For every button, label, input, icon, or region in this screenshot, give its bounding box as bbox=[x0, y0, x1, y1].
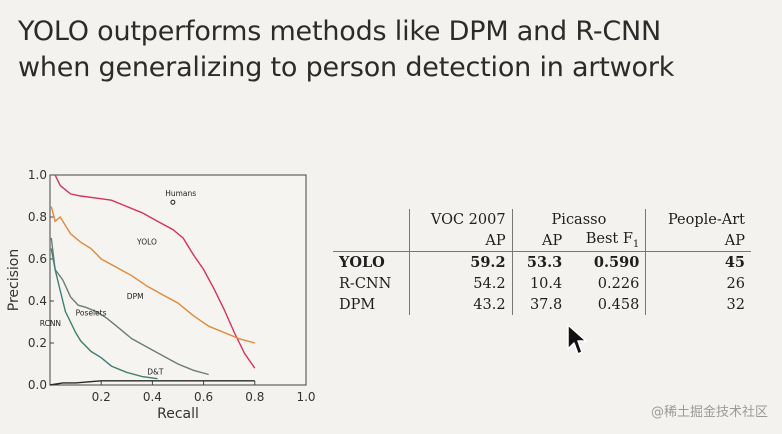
method-name: YOLO bbox=[333, 251, 410, 273]
header-picasso: Picasso bbox=[512, 209, 647, 230]
voc-ap-value: 43.2 bbox=[409, 294, 513, 315]
header-blank bbox=[333, 209, 410, 230]
series-line-d-t bbox=[49, 380, 255, 386]
y-tick-label: 0.0 bbox=[28, 378, 47, 392]
slide-title: YOLO outperforms methods like DPM and R-… bbox=[18, 14, 758, 86]
annotation-label: DPM bbox=[127, 292, 144, 301]
x-tick-label: 0.6 bbox=[194, 390, 213, 404]
annotation-label: Humans bbox=[165, 189, 196, 198]
peopleart-ap-value: 45 bbox=[724, 254, 745, 271]
precision-recall-chart: 0.0 0.2 0.4 0.6 0.8 1.0 0.2 0.4 0.6 0.8 1.0 Human… bbox=[0, 160, 330, 434]
table-row: YOLO 59.2 53.3 0.590 45 bbox=[333, 251, 751, 273]
series-line-yolo bbox=[54, 174, 256, 369]
picasso-ap-value: 37.8 bbox=[529, 296, 563, 313]
title-line-2: when generalizing to person detection in… bbox=[18, 52, 675, 83]
x-axis-label: Recall bbox=[157, 406, 199, 422]
peopleart-ap-value: 32 bbox=[726, 296, 745, 313]
x-tick-label: 1.0 bbox=[296, 390, 315, 404]
y-tick-label: 0.2 bbox=[28, 336, 47, 350]
peopleart-ap-value: 26 bbox=[726, 275, 745, 292]
table-sub-header-row: AP AP Best F1 AP bbox=[333, 230, 751, 252]
results-table-grid: VOC 2007 Picasso People-Art AP AP Best F… bbox=[333, 209, 751, 315]
annotation-label: YOLO bbox=[136, 237, 157, 246]
best-f-label: Best F bbox=[585, 231, 633, 248]
results-table: VOC 2007 Picasso People-Art AP AP Best F… bbox=[333, 209, 751, 315]
y-tick-label: 0.8 bbox=[28, 210, 47, 224]
table-row: DPM 43.2 37.8 0.458 32 bbox=[333, 294, 751, 315]
method-name: DPM bbox=[333, 294, 410, 315]
table-group-header-row: VOC 2007 Picasso People-Art bbox=[333, 209, 751, 230]
header-voc2007: VOC 2007 bbox=[409, 209, 513, 230]
f1-subscript: 1 bbox=[632, 238, 640, 250]
subheader-peopleart-ap: AP bbox=[645, 230, 751, 252]
x-tick-label: 0.8 bbox=[245, 390, 264, 404]
series-line-dpm bbox=[50, 206, 255, 344]
title-line-1: YOLO outperforms methods like DPM and R-… bbox=[18, 16, 662, 47]
subheader-voc-ap: AP bbox=[409, 230, 513, 252]
series-line-r-cnn bbox=[50, 248, 158, 380]
annotation-label: D&T bbox=[147, 368, 164, 377]
annotation-label: RCNN bbox=[40, 319, 61, 328]
y-tick-label: 0.4 bbox=[28, 294, 47, 308]
table-row: R-CNN 54.2 10.4 0.226 26 bbox=[333, 273, 751, 294]
picasso-ap-value: 53.3 bbox=[526, 254, 563, 271]
voc-ap-value: 59.2 bbox=[409, 251, 513, 273]
picasso-f1-value: 0.226 bbox=[568, 273, 647, 294]
point-humans bbox=[170, 199, 176, 205]
subheader-picasso-ap: AP bbox=[512, 230, 569, 252]
header-people-art: People-Art bbox=[667, 211, 745, 228]
picasso-ap-value: 10.4 bbox=[529, 275, 563, 292]
x-tick-label: 0.4 bbox=[143, 390, 162, 404]
picasso-f1-value: 0.590 bbox=[568, 251, 647, 273]
x-tick-label: 0.2 bbox=[92, 390, 111, 404]
subheader-blank bbox=[333, 230, 410, 252]
watermark-text: @稀土掘金技术社区 bbox=[650, 405, 768, 420]
subheader-picasso-f1: Best F1 bbox=[568, 230, 647, 252]
plot-area bbox=[49, 174, 307, 386]
voc-ap-value: 54.2 bbox=[409, 273, 513, 294]
mouse-pointer-icon bbox=[567, 324, 587, 355]
picasso-f1-value: 0.458 bbox=[568, 294, 647, 315]
y-tick-label: 1.0 bbox=[28, 168, 47, 182]
y-tick-label: 0.6 bbox=[28, 252, 47, 266]
annotation-label: Poselets bbox=[76, 309, 107, 318]
y-axis-label: Precision bbox=[6, 249, 22, 311]
series-line-poselets bbox=[50, 237, 209, 376]
method-name: R-CNN bbox=[333, 273, 410, 294]
chart-svg: 0.0 0.2 0.4 0.6 0.8 1.0 0.2 0.4 0.6 0.8 1.0 Human… bbox=[6, 168, 316, 422]
